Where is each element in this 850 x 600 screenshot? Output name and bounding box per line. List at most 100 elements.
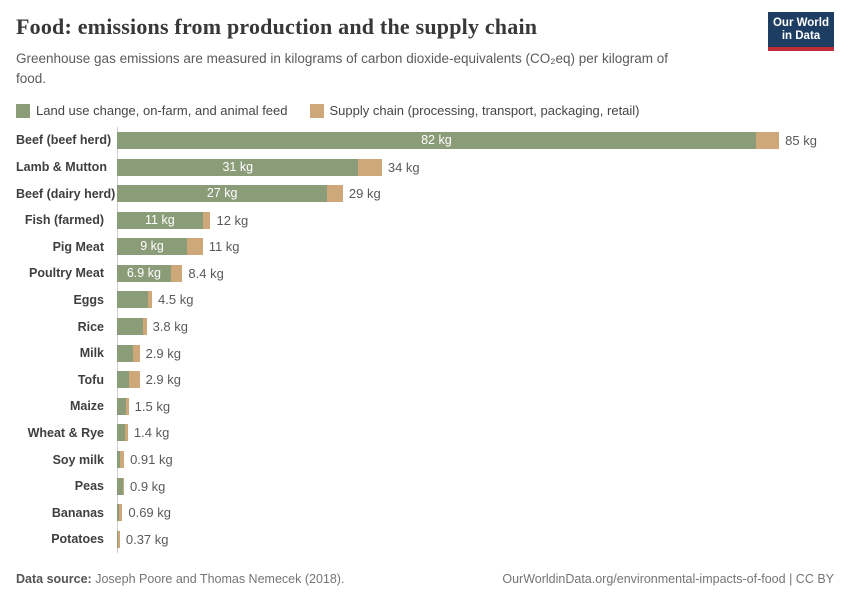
bar-production-segment[interactable] xyxy=(117,371,130,389)
legend-swatch-supply-chain-icon xyxy=(309,103,324,118)
bar-area: 27 kg 29 kg xyxy=(117,185,381,203)
stacked-bar[interactable]: 9 kg xyxy=(117,238,203,256)
legend-item-production[interactable]: Land use change, on-farm, and animal fee… xyxy=(16,103,288,118)
bar-supply-chain-segment[interactable] xyxy=(143,318,147,336)
bar-supply-chain-segment[interactable] xyxy=(327,185,343,203)
chart-row: Maize 1.5 kg xyxy=(16,393,834,420)
bar-area: 3.8 kg xyxy=(117,318,188,336)
legend-swatch-production-icon xyxy=(16,103,30,118)
bar-production-segment[interactable]: 82 kg xyxy=(117,131,756,149)
bar-supply-chain-segment[interactable] xyxy=(133,344,140,362)
stacked-bar[interactable] xyxy=(117,530,120,548)
stacked-bar[interactable]: 31 kg xyxy=(117,158,382,176)
total-value-label: 0.91 kg xyxy=(130,452,173,468)
category-label: Peas xyxy=(74,479,104,494)
bar-supply-chain-segment[interactable] xyxy=(148,291,153,309)
stacked-bar[interactable] xyxy=(117,318,147,336)
bar-supply-chain-segment[interactable] xyxy=(125,397,129,415)
bar-area: 4.5 kg xyxy=(117,291,194,309)
chart-rows: Beef (beef herd) 82 kg 85 kg Lamb & Mutton 3… xyxy=(16,127,834,553)
bar-production-segment[interactable] xyxy=(117,291,149,309)
stacked-bar[interactable] xyxy=(117,291,153,309)
stacked-bar[interactable]: 27 kg xyxy=(117,185,343,203)
production-value-label: 82 kg xyxy=(421,132,452,147)
footer: Data source: Joseph Poore and Thomas Nem… xyxy=(16,572,834,586)
bar-production-segment[interactable] xyxy=(117,504,120,522)
bar-production-segment[interactable]: 9 kg xyxy=(117,238,188,256)
total-value-label: 4.5 kg xyxy=(158,292,194,308)
bar-production-segment[interactable]: 11 kg xyxy=(117,211,203,229)
stacked-bar[interactable]: 6.9 kg xyxy=(117,264,183,282)
stacked-bar[interactable] xyxy=(117,371,140,389)
bar-supply-chain-segment[interactable] xyxy=(170,264,183,282)
bar-supply-chain-segment[interactable] xyxy=(755,131,780,149)
legend-item-supply-chain[interactable]: Supply chain (processing, transport, pac… xyxy=(309,103,640,118)
category-label: Bananas xyxy=(51,505,104,520)
bar-supply-chain-segment[interactable] xyxy=(124,424,128,442)
total-value-label: 2.9 kg xyxy=(145,372,181,388)
category-label: Pig Meat xyxy=(52,239,104,254)
bar-supply-chain-segment[interactable] xyxy=(119,504,123,522)
bar-area: 2.9 kg xyxy=(117,371,181,389)
bar-area: 0.9 kg xyxy=(117,477,165,495)
total-value-label: 2.9 kg xyxy=(145,345,181,361)
chart-row: Peas 0.9 kg xyxy=(16,473,834,500)
page-title: Food: emissions from production and the … xyxy=(16,14,538,39)
production-value-label: 27 kg xyxy=(206,186,238,201)
chart-row: Milk 2.9 kg xyxy=(16,340,834,367)
footer-link[interactable]: OurWorldinData.org/environmental-impacts… xyxy=(502,572,786,586)
bar-production-segment[interactable] xyxy=(117,397,126,415)
stacked-bar[interactable]: 82 kg xyxy=(117,131,780,149)
bar-area: 1.4 kg xyxy=(117,424,170,442)
chart-row: Wheat & Rye 1.4 kg xyxy=(16,420,834,447)
bar-area: 31 kg 34 kg xyxy=(117,158,420,176)
bar-production-segment[interactable] xyxy=(117,530,119,548)
bar-supply-chain-segment[interactable] xyxy=(129,371,140,389)
category-label: Lamb & Mutton xyxy=(16,160,107,175)
bar-production-segment[interactable] xyxy=(117,451,120,469)
bar-production-segment[interactable] xyxy=(117,344,134,362)
category-label: Wheat & Rye xyxy=(27,425,104,440)
bar-production-segment[interactable] xyxy=(117,318,144,336)
bar-supply-chain-segment[interactable] xyxy=(358,158,382,176)
category-label: Milk xyxy=(79,346,104,361)
bar-area: 0.37 kg xyxy=(117,530,169,548)
bar-supply-chain-segment[interactable] xyxy=(202,211,211,229)
category-label: Maize xyxy=(69,399,104,414)
production-value-label: 11 kg xyxy=(145,212,175,227)
bar-area: 9 kg 11 kg xyxy=(117,238,240,256)
total-value-label: 8.4 kg xyxy=(188,265,224,281)
chart-row: Beef (beef herd) 82 kg 85 kg xyxy=(16,127,834,154)
chart-row: Lamb & Mutton 31 kg 34 kg xyxy=(16,154,834,181)
category-label: Potatoes xyxy=(51,532,104,547)
category-label: Rice xyxy=(77,319,104,334)
total-value-label: 1.4 kg xyxy=(133,425,170,441)
header: Food: emissions from production and the … xyxy=(0,0,850,88)
owid-logo-line1: Our World xyxy=(772,17,829,29)
bar-supply-chain-segment[interactable] xyxy=(118,530,120,548)
bar-supply-chain-segment[interactable] xyxy=(119,451,125,469)
stacked-bar[interactable] xyxy=(117,504,123,522)
category-label: Fish (farmed) xyxy=(24,213,104,228)
owid-logo[interactable]: Our World in Data xyxy=(768,12,834,51)
bar-supply-chain-segment[interactable] xyxy=(187,238,203,256)
bar-area: 0.69 kg xyxy=(117,504,171,522)
stacked-bar[interactable] xyxy=(117,477,124,495)
stacked-bar[interactable] xyxy=(117,451,125,469)
bar-supply-chain-segment[interactable] xyxy=(122,477,124,495)
stacked-bar[interactable] xyxy=(117,424,128,442)
data-source-text: Joseph Poore and Thomas Nemecek (2018). xyxy=(95,572,345,586)
legend-label-production: Land use change, on-farm, and animal fee… xyxy=(36,103,288,119)
chart-row: Poultry Meat 6.9 kg 8.4 kg xyxy=(16,260,834,287)
data-source-label: Data source: xyxy=(16,572,92,586)
bar-production-segment[interactable]: 31 kg xyxy=(117,158,359,176)
stacked-bar[interactable]: 11 kg xyxy=(117,211,211,229)
stacked-bar[interactable] xyxy=(117,397,129,415)
bar-chart: Beef (beef herd) 82 kg 85 kg Lamb & Mutton 3… xyxy=(16,127,834,553)
bar-production-segment[interactable] xyxy=(117,424,125,442)
stacked-bar[interactable] xyxy=(117,344,140,362)
bar-production-segment[interactable] xyxy=(117,477,123,495)
bar-production-segment[interactable]: 6.9 kg xyxy=(117,264,171,282)
bar-production-segment[interactable]: 27 kg xyxy=(117,185,328,203)
